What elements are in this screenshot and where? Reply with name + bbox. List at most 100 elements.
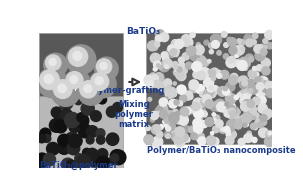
Circle shape <box>166 126 171 131</box>
Circle shape <box>193 119 202 128</box>
Circle shape <box>193 98 203 109</box>
Circle shape <box>35 153 49 168</box>
Circle shape <box>238 76 246 84</box>
Circle shape <box>185 137 190 142</box>
Circle shape <box>166 87 176 97</box>
Circle shape <box>209 90 216 98</box>
Circle shape <box>180 133 188 142</box>
Circle shape <box>201 111 207 117</box>
Circle shape <box>263 39 268 44</box>
Circle shape <box>226 102 235 112</box>
Circle shape <box>249 106 257 114</box>
Circle shape <box>87 95 97 105</box>
Circle shape <box>180 106 190 117</box>
Circle shape <box>106 133 119 145</box>
Circle shape <box>184 91 193 100</box>
Circle shape <box>181 108 189 116</box>
Circle shape <box>172 109 178 115</box>
Circle shape <box>166 122 175 131</box>
Circle shape <box>252 40 256 44</box>
Circle shape <box>51 107 62 118</box>
Circle shape <box>155 42 160 47</box>
Circle shape <box>217 51 221 55</box>
Circle shape <box>164 79 171 87</box>
Circle shape <box>200 92 205 97</box>
Circle shape <box>241 47 245 51</box>
Circle shape <box>164 123 168 127</box>
Circle shape <box>97 149 108 160</box>
Circle shape <box>239 90 247 98</box>
Circle shape <box>165 90 174 98</box>
Circle shape <box>242 100 251 109</box>
Circle shape <box>267 138 271 142</box>
Circle shape <box>240 81 247 88</box>
Circle shape <box>75 154 84 163</box>
Circle shape <box>267 43 273 49</box>
Circle shape <box>196 110 201 115</box>
Circle shape <box>211 132 214 135</box>
Circle shape <box>244 122 248 127</box>
Circle shape <box>59 96 73 110</box>
Circle shape <box>211 35 218 42</box>
Circle shape <box>216 70 222 76</box>
Circle shape <box>199 118 202 121</box>
Circle shape <box>168 113 179 123</box>
Circle shape <box>164 97 168 101</box>
Circle shape <box>173 82 176 85</box>
Circle shape <box>159 61 170 72</box>
Circle shape <box>75 114 89 128</box>
Circle shape <box>226 57 237 68</box>
Circle shape <box>148 41 158 50</box>
Circle shape <box>255 119 263 127</box>
Circle shape <box>248 70 256 78</box>
Circle shape <box>158 64 163 69</box>
Circle shape <box>76 155 91 170</box>
Circle shape <box>111 154 119 162</box>
Circle shape <box>209 103 215 109</box>
Circle shape <box>221 127 225 131</box>
Circle shape <box>211 34 221 45</box>
Circle shape <box>268 131 271 135</box>
Circle shape <box>195 45 204 55</box>
Circle shape <box>66 160 76 170</box>
Circle shape <box>172 62 178 68</box>
Circle shape <box>177 85 186 94</box>
Circle shape <box>244 134 253 143</box>
Circle shape <box>248 79 255 86</box>
Circle shape <box>242 104 246 109</box>
Circle shape <box>245 54 253 62</box>
Circle shape <box>205 118 214 126</box>
Circle shape <box>211 118 217 123</box>
Circle shape <box>166 134 170 138</box>
Circle shape <box>242 81 248 86</box>
Circle shape <box>178 101 183 106</box>
Circle shape <box>259 88 267 96</box>
Circle shape <box>261 58 270 67</box>
Circle shape <box>226 129 236 139</box>
Circle shape <box>225 93 236 104</box>
Circle shape <box>181 68 187 74</box>
Circle shape <box>65 112 80 128</box>
Circle shape <box>245 80 253 89</box>
Bar <box>39 96 123 168</box>
Circle shape <box>196 120 202 126</box>
Circle shape <box>229 46 237 54</box>
Circle shape <box>167 110 172 116</box>
Circle shape <box>260 76 265 82</box>
Circle shape <box>235 59 243 67</box>
Circle shape <box>152 125 161 134</box>
Circle shape <box>203 89 213 98</box>
Circle shape <box>51 78 80 106</box>
Circle shape <box>244 67 248 70</box>
Circle shape <box>227 92 231 96</box>
Circle shape <box>227 110 236 119</box>
Circle shape <box>228 108 235 115</box>
Circle shape <box>226 106 236 116</box>
Circle shape <box>65 132 78 145</box>
Circle shape <box>207 88 214 95</box>
Circle shape <box>221 32 227 37</box>
Circle shape <box>69 121 80 132</box>
Circle shape <box>247 93 251 96</box>
Circle shape <box>113 152 120 160</box>
Circle shape <box>38 134 46 143</box>
